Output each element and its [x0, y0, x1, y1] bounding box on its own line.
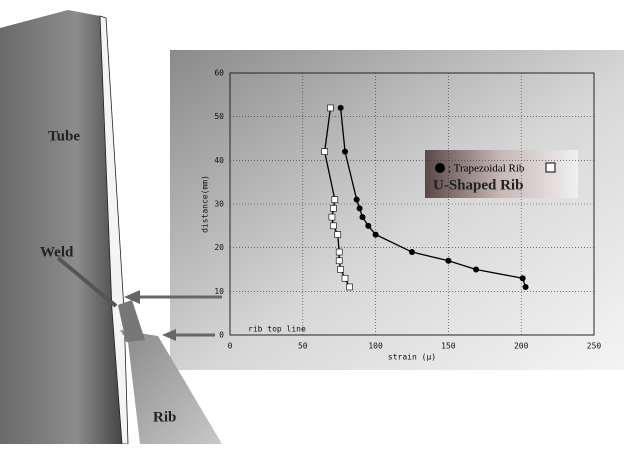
marker	[373, 232, 379, 238]
marker	[357, 205, 363, 211]
rib-label: Rib	[153, 409, 176, 425]
marker	[335, 232, 341, 238]
marker	[346, 284, 352, 290]
marker	[322, 149, 328, 155]
marker	[327, 105, 333, 111]
y-tick-label: 20	[214, 243, 224, 252]
y-tick-label: 50	[214, 112, 224, 121]
marker	[359, 214, 365, 220]
marker	[445, 258, 451, 264]
chart-panel	[170, 50, 624, 370]
page: Tube Weld Rib strain (μ) distance(mm) ri…	[0, 0, 624, 444]
figure: Tube Weld Rib strain (μ) distance(mm) ri…	[0, 0, 624, 444]
legend-label: ; Trapezoidal Rib	[448, 163, 525, 175]
x-tick-label: 200	[514, 342, 529, 351]
y-tick-label: 40	[214, 156, 224, 165]
y-tick-label: 0	[219, 331, 224, 340]
tube-label: Tube	[48, 128, 80, 144]
marker	[329, 214, 335, 220]
marker	[523, 284, 529, 290]
marker	[409, 249, 415, 255]
arrow-head	[162, 329, 176, 341]
weld-label: Weld	[40, 244, 74, 260]
marker	[338, 105, 344, 111]
marker	[330, 205, 336, 211]
x-tick-label: 0	[228, 342, 233, 351]
marker	[336, 258, 342, 264]
y-tick-label: 10	[214, 287, 224, 296]
x-tick-label: 150	[441, 342, 456, 351]
marker	[354, 197, 360, 203]
x-tick-label: 50	[298, 342, 308, 351]
y-axis-label: distance(mm)	[201, 175, 210, 233]
marker	[330, 223, 336, 229]
y-tick-label: 60	[214, 69, 224, 78]
marker	[342, 275, 348, 281]
x-tick-label: 250	[587, 342, 602, 351]
y-tick-label: 30	[214, 200, 224, 209]
marker	[332, 197, 338, 203]
legend-marker	[546, 163, 555, 172]
marker	[520, 275, 526, 281]
marker	[342, 149, 348, 155]
marker	[365, 223, 371, 229]
legend-marker	[435, 163, 445, 173]
annotation: rib top line	[248, 325, 306, 334]
marker	[473, 267, 479, 273]
legend-label: U-Shaped Rib	[433, 177, 523, 193]
x-tick-label: 100	[368, 342, 383, 351]
marker	[336, 249, 342, 255]
x-axis-label: strain (μ)	[388, 353, 436, 362]
marker	[338, 267, 344, 273]
